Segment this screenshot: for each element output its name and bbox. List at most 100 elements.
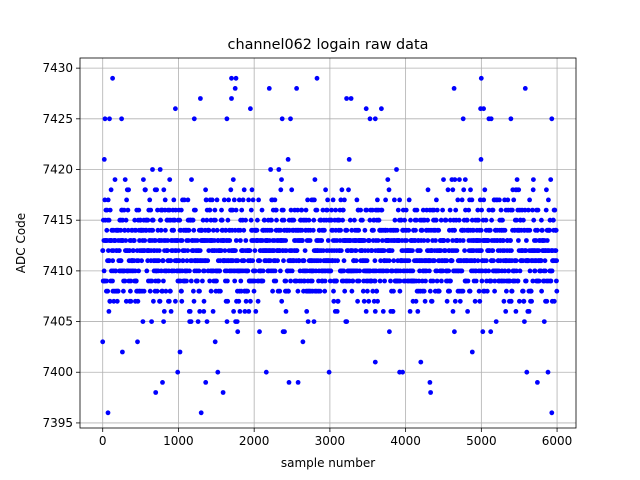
- data-point: [524, 238, 529, 243]
- data-point: [203, 380, 209, 385]
- data-point: [102, 116, 108, 122]
- data-point: [530, 278, 536, 284]
- data-point: [493, 319, 499, 324]
- data-point: [400, 369, 405, 375]
- data-point: [156, 248, 162, 254]
- data-point: [204, 319, 210, 324]
- data-point: [207, 278, 213, 284]
- data-point: [413, 298, 419, 304]
- data-point: [522, 207, 528, 213]
- data-point: [490, 248, 496, 254]
- data-point: [248, 207, 254, 213]
- data-point: [421, 288, 427, 294]
- data-point: [305, 197, 310, 203]
- data-point: [232, 86, 238, 91]
- data-point: [547, 227, 552, 233]
- data-point: [141, 177, 146, 183]
- data-point: [257, 258, 263, 264]
- data-point: [281, 217, 287, 223]
- data-point: [454, 248, 460, 254]
- data-point: [200, 217, 206, 223]
- data-point: [214, 278, 219, 284]
- data-point: [509, 288, 515, 294]
- data-point: [488, 278, 494, 284]
- data-point: [340, 217, 345, 223]
- data-point: [438, 217, 444, 223]
- data-point: [508, 298, 514, 304]
- data-point: [120, 217, 126, 223]
- data-point: [263, 369, 269, 375]
- data-point: [551, 217, 556, 223]
- data-point: [397, 197, 402, 203]
- data-point: [364, 258, 370, 264]
- data-point: [309, 278, 315, 284]
- data-point: [294, 86, 299, 91]
- data-point: [472, 298, 478, 304]
- data-point: [485, 238, 491, 243]
- data-point: [283, 238, 288, 243]
- data-point: [397, 288, 403, 294]
- data-point: [251, 288, 257, 294]
- data-point: [218, 248, 224, 254]
- data-point: [434, 278, 440, 284]
- data-point: [301, 258, 307, 264]
- data-point: [278, 227, 283, 233]
- data-point: [212, 207, 218, 213]
- data-point: [386, 187, 392, 193]
- data-point: [262, 217, 267, 223]
- data-point: [168, 309, 174, 314]
- data-point: [255, 298, 261, 304]
- data-point: [266, 86, 272, 91]
- data-point: [433, 217, 439, 223]
- data-point: [177, 349, 183, 355]
- y-tick-label: 7415: [42, 213, 73, 227]
- data-point: [187, 309, 193, 314]
- data-point: [189, 177, 194, 183]
- data-point: [507, 278, 513, 284]
- data-point: [239, 207, 245, 213]
- data-point: [421, 238, 427, 243]
- data-point: [101, 157, 107, 162]
- x-tick-label: 6000: [542, 434, 573, 448]
- data-point: [440, 207, 445, 213]
- data-point: [484, 258, 489, 264]
- data-point: [360, 288, 366, 294]
- data-point: [444, 258, 450, 264]
- data-point: [248, 106, 253, 112]
- data-point: [166, 298, 172, 304]
- data-point: [429, 298, 435, 304]
- data-point: [154, 288, 160, 294]
- data-point: [114, 298, 120, 304]
- data-point: [346, 187, 351, 193]
- data-point: [490, 207, 496, 213]
- data-point: [362, 238, 367, 243]
- data-point: [236, 197, 242, 203]
- data-point: [156, 278, 162, 284]
- data-point: [532, 268, 538, 274]
- data-point: [482, 187, 488, 193]
- data-point: [335, 258, 340, 264]
- data-point: [173, 106, 178, 112]
- data-point: [492, 278, 498, 284]
- data-point: [514, 217, 519, 223]
- y-tick-label: 7420: [42, 163, 73, 177]
- data-point: [438, 248, 444, 254]
- data-point: [151, 298, 156, 304]
- data-point: [295, 207, 300, 213]
- data-point: [119, 116, 124, 122]
- data-point: [554, 278, 559, 284]
- data-point: [514, 268, 519, 274]
- data-point: [504, 288, 509, 294]
- data-point: [549, 268, 555, 274]
- data-point: [417, 248, 423, 254]
- data-point: [186, 238, 191, 243]
- data-point: [461, 187, 467, 193]
- data-point: [299, 227, 305, 233]
- data-point: [302, 248, 308, 254]
- data-point: [286, 288, 291, 294]
- data-point: [227, 238, 233, 243]
- data-point: [477, 197, 483, 203]
- data-point: [397, 278, 403, 284]
- data-point: [414, 217, 419, 223]
- data-point: [489, 217, 494, 223]
